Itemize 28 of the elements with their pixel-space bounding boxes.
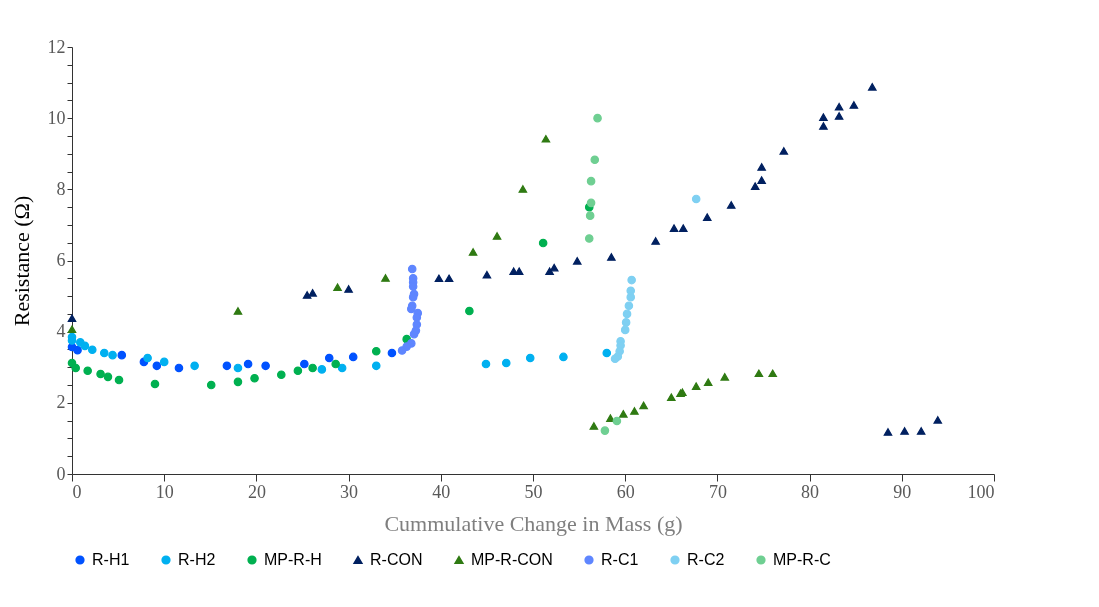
- legend-label: R-H1: [92, 551, 130, 568]
- x-tick-label: 80: [801, 481, 820, 502]
- x-tick-label: 0: [72, 481, 82, 502]
- legend-label: MP-R-C: [773, 551, 831, 568]
- y-tick-label: 4: [56, 321, 66, 342]
- x-tick-label: 20: [247, 481, 266, 502]
- y-tick-label: 0: [56, 463, 66, 484]
- y-tick-label: 2: [56, 392, 66, 413]
- x-axis-title: Cummulative Change in Mass (g): [384, 510, 683, 536]
- legend-label: MP-R-CON: [471, 551, 553, 568]
- legend-label: R-CON: [370, 551, 423, 568]
- legend-label: R-C2: [687, 551, 725, 568]
- y-tick-label: 6: [56, 250, 66, 270]
- x-tick-label: 70: [708, 481, 727, 502]
- x-tick-label: 40: [432, 481, 451, 502]
- x-tick-label: 50: [524, 481, 543, 502]
- legend-label: R-H2: [178, 551, 216, 568]
- legend-label: R-C1: [601, 551, 639, 568]
- x-tick-label: 60: [616, 481, 635, 502]
- x-tick-label: 30: [340, 481, 359, 502]
- x-tick-label: 100: [967, 481, 995, 502]
- legend-label: MP-R-H: [264, 551, 322, 568]
- x-tick-label: 10: [155, 481, 174, 502]
- y-tick-label: 8: [56, 178, 66, 199]
- y-tick-label: 10: [47, 107, 66, 128]
- y-tick-label: 12: [47, 36, 66, 57]
- x-tick-label: 90: [893, 481, 912, 502]
- y-axis-title: Resistance (Ω): [8, 195, 34, 327]
